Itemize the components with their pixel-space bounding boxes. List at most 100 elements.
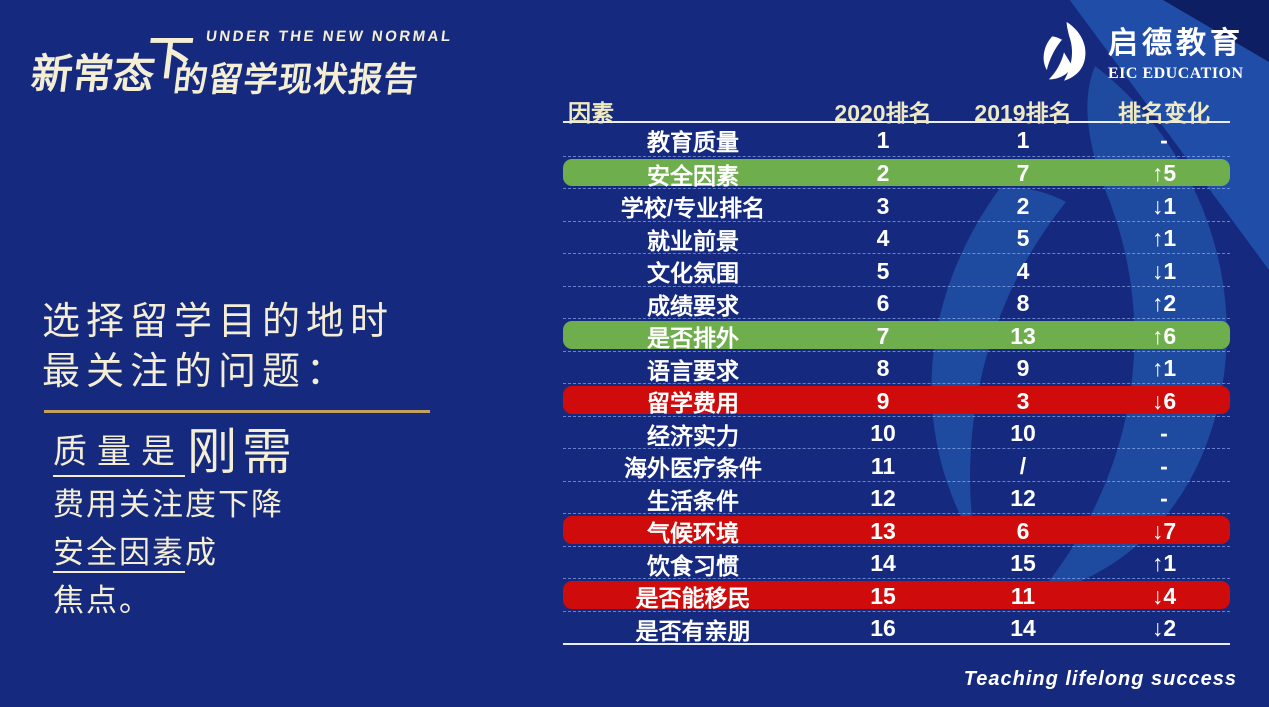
table-cell-change: - <box>1160 126 1168 153</box>
table-cell-rank2019: 12 <box>1010 485 1036 511</box>
table-cell-factor: 海外医疗条件 <box>624 455 762 481</box>
table-cell-factor: 生活条件 <box>647 487 739 514</box>
summary-line-4: 焦点。 <box>53 583 152 618</box>
eic-watermark-icon <box>931 66 1227 595</box>
table-cell-rank2020: 11 <box>870 452 896 479</box>
table-row: 学校/专业排名 3 2 ↓1 <box>563 188 1230 221</box>
table-cell-factor: 语言要求 <box>647 357 739 384</box>
table-row: 是否有亲朋 16 14 ↓2 <box>563 610 1230 644</box>
table-row: 海外医疗条件 11 / - <box>563 448 1230 481</box>
table-cell-rank2019: 9 <box>1016 355 1030 381</box>
table-cell-change: - <box>1160 485 1168 511</box>
brand-title-cn-part3: 的留学现状报告 <box>171 61 421 99</box>
footer-slogan: Teaching lifelong success <box>963 668 1237 690</box>
table-cell-rank2020: 2 <box>876 160 890 186</box>
table-cell-change: - <box>1160 420 1168 446</box>
brand-title-cn-part1: 新常态 <box>28 51 158 97</box>
eic-logo-icon <box>1043 21 1086 81</box>
logo-name-en: EIC EDUCATION <box>1108 65 1244 82</box>
table-cell-rank2020: 5 <box>876 257 890 284</box>
table-cell-change: ↓2 <box>1151 615 1177 641</box>
ranking-table: 因素 2020排名 2019排名 排名变化 教育质量 1 1- 安全因素 2 7 ↑5 学校/… <box>563 94 1230 645</box>
table-cell-factor: 是否能移民 <box>635 585 751 611</box>
table-row: 教育质量 1 1 - <box>563 123 1230 156</box>
table-cell-rank2020: 12 <box>870 485 896 511</box>
table-cell-rank2019: / <box>1019 452 1027 479</box>
table-cell-factor: 就业前景 <box>647 227 739 254</box>
table-cell-rank2020: 1 <box>876 126 890 153</box>
table-cell-rank2019: 1 <box>1016 126 1030 153</box>
table-cell-rank2019: 5 <box>1016 225 1030 251</box>
table-cell-rank2020: 15 <box>870 582 896 609</box>
logo-name-cn: 启德教育 <box>1108 27 1244 60</box>
row-highlight-red <box>563 581 1230 609</box>
table-cell-rank2019: 10 <box>1010 420 1036 446</box>
table-row: 就业前景 4 5 ↑1 <box>563 220 1230 254</box>
table-cell-rank2020: 14 <box>870 550 896 576</box>
left-text-panel: 选择留学目的地时 最关注的问题： 质量是 刚需 费用关注度下降 安全因素成 焦点… <box>42 297 502 621</box>
table-row: 气候环境 13 6 ↓7 <box>563 513 1230 546</box>
row-highlight-green <box>563 321 1230 349</box>
table-cell-rank2020: 10 <box>870 420 896 446</box>
heading-line1: 选择留学目的地时 <box>42 301 395 343</box>
table-cell-change: ↑1 <box>1151 225 1177 251</box>
summary-line-1: 质量是 刚需 <box>53 427 502 477</box>
table-row: 成绩要求 6 8 ↑2 <box>563 285 1230 319</box>
table-cell-factor: 是否排外 <box>647 325 739 351</box>
table-row: 安全因素 2 7 ↑5 <box>563 155 1230 189</box>
table-cell-rank2019: 8 <box>1016 290 1030 316</box>
table-cell-factor: 留学费用 <box>647 390 739 416</box>
row-highlight-green <box>563 158 1230 186</box>
table-cell-change: ↑1 <box>1151 550 1177 576</box>
summary-line3-underlined: 安全因素 <box>53 535 185 573</box>
table-row: 经济实力 10 10 - <box>563 415 1230 449</box>
summary-line1-underlined: 质量是 <box>53 430 185 477</box>
table-cell-change: ↓1 <box>1151 192 1177 219</box>
heading-line2: 最关注的问题： <box>42 351 351 393</box>
table-row: 是否能移民 15 11 ↓4 <box>563 578 1230 611</box>
row-highlight-red <box>563 516 1230 544</box>
table-cell-change: - <box>1160 452 1168 479</box>
table-cell-rank2020: 16 <box>870 615 896 641</box>
col-header-factor: 因素 <box>568 100 614 126</box>
table-cell-factor: 气候环境 <box>647 520 739 546</box>
table-cell-rank2020: 13 <box>870 517 896 544</box>
logo-text: 启德教育 EIC EDUCATION <box>1108 18 1244 83</box>
table-cell-rank2019: 4 <box>1016 257 1030 284</box>
table-cell-change: ↓1 <box>1151 257 1177 284</box>
table-cell-rank2020: 7 <box>876 322 890 349</box>
table-cell-factor: 安全因素 <box>647 162 739 189</box>
table-cell-change: ↑1 <box>1151 355 1177 381</box>
brand-tagline-en: UNDER THE NEW NORMAL <box>204 28 454 45</box>
table-cell-change: ↑2 <box>1151 290 1177 316</box>
table-cell-change: ↑6 <box>1151 322 1177 349</box>
table-row: 生活条件 12 12 - <box>563 480 1230 514</box>
table-row: 饮食习惯 14 15 ↑1 <box>563 545 1230 579</box>
table-cell-rank2020: 4 <box>876 225 890 251</box>
table-cell-change: ↓4 <box>1151 582 1177 609</box>
table-cell-factor: 成绩要求 <box>647 292 739 319</box>
col-header-rank2019: 2019排名 <box>974 100 1072 126</box>
report-brand: 新常态 下 UNDER THE NEW NORMAL 的留学现状报告 <box>0 0 470 110</box>
table-cell-rank2019: 7 <box>1016 160 1030 186</box>
table-cell-rank2019: 11 <box>1010 582 1036 609</box>
table-cell-factor: 是否有亲朋 <box>635 617 751 644</box>
col-header-change: 排名变化 <box>1118 100 1210 126</box>
col-header-rank2020: 2020排名 <box>834 100 932 126</box>
table-cell-rank2019: 15 <box>1010 550 1036 576</box>
summary-line-2: 费用关注度下降 <box>53 487 284 522</box>
table-cell-rank2020: 3 <box>876 192 890 219</box>
panel-heading: 选择留学目的地时 最关注的问题： <box>42 297 502 397</box>
table-cell-rank2019: 6 <box>1016 517 1030 544</box>
table-cell-rank2019: 14 <box>1010 615 1036 641</box>
table-cell-change: ↓6 <box>1151 387 1177 414</box>
table-header: 因素 2020排名 2019排名 排名变化 <box>563 94 1230 126</box>
summary-line-3: 安全因素成 <box>53 533 502 573</box>
table-cell-rank2019: 2 <box>1016 192 1030 219</box>
table-cell-rank2019: 3 <box>1016 387 1030 414</box>
table-cell-factor: 教育质量 <box>647 129 739 155</box>
table-cell-factor: 饮食习惯 <box>647 552 739 579</box>
table-row: 留学费用 9 3 ↓6 <box>563 383 1230 416</box>
summary-line3-rest: 成 <box>185 535 218 570</box>
